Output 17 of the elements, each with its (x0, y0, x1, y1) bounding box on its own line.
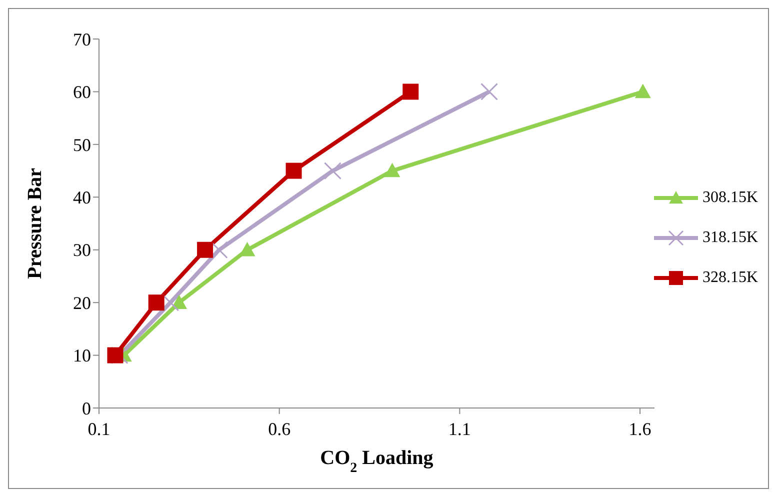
x-tick-label: 1.6 (628, 418, 652, 439)
legend-label: 318.15K (702, 228, 758, 246)
legend-label: 328.15K (702, 268, 758, 286)
x-tick-label: 1.1 (448, 418, 471, 439)
y-tick-label: 10 (73, 346, 91, 366)
y-tick-label: 40 (73, 188, 91, 208)
y-tick-label: 70 (73, 29, 91, 50)
x-tick-label: 0.6 (268, 418, 291, 439)
y-tick-label: 20 (73, 292, 91, 313)
x-tick-label: 0.1 (88, 418, 110, 439)
y-tick-label: 60 (73, 82, 91, 102)
y-tick-label: 50 (73, 134, 91, 155)
y-tick-label: 30 (73, 240, 91, 260)
x-axis-title: CO$_{2}$ Loading (320, 447, 434, 476)
legend-label: 308.15K (702, 188, 758, 206)
y-tick-label: 0 (82, 398, 91, 418)
y-axis-title: Pressure Bar (24, 168, 46, 279)
